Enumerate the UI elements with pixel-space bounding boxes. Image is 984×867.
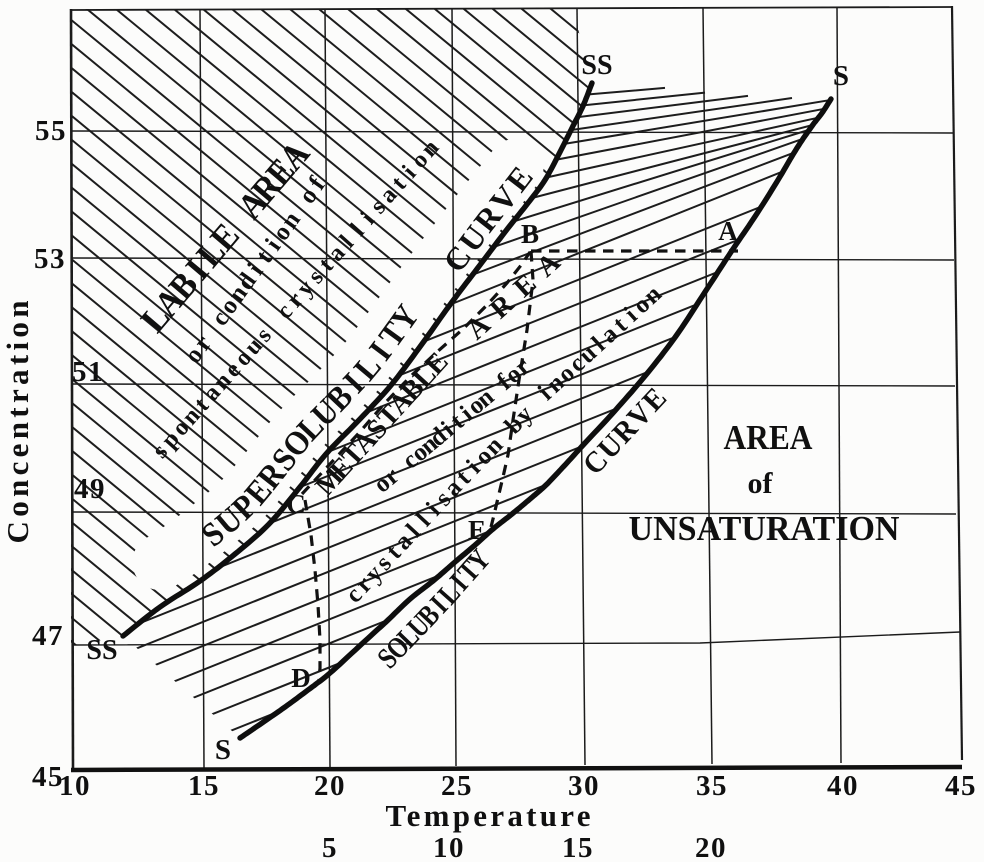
- svg-text:5: 5: [322, 832, 338, 862]
- svg-text:D: D: [291, 663, 311, 693]
- svg-text:30: 30: [568, 770, 600, 802]
- svg-text:C: C: [286, 489, 306, 519]
- svg-text:55: 55: [35, 115, 67, 147]
- svg-text:S: S: [833, 60, 849, 92]
- svg-text:51: 51: [72, 356, 104, 388]
- svg-text:AREA: AREA: [724, 418, 814, 457]
- svg-text:15: 15: [188, 770, 220, 802]
- svg-text:15: 15: [562, 832, 594, 862]
- svg-text:47: 47: [32, 620, 64, 652]
- svg-text:10: 10: [433, 832, 465, 862]
- svg-text:40: 40: [827, 770, 859, 802]
- svg-text:35: 35: [696, 770, 728, 802]
- svg-text:53: 53: [34, 243, 66, 275]
- svg-text:49: 49: [74, 473, 106, 505]
- svg-text:20: 20: [314, 770, 346, 802]
- svg-text:SS: SS: [581, 50, 612, 81]
- svg-text:25: 25: [441, 770, 473, 802]
- svg-text:E: E: [468, 515, 486, 545]
- svg-text:45: 45: [32, 761, 64, 793]
- svg-text:45: 45: [945, 770, 977, 802]
- svg-text:UNSATURATION: UNSATURATION: [629, 509, 900, 548]
- svg-text:A: A: [718, 216, 738, 246]
- svg-text:10: 10: [59, 770, 91, 802]
- svg-text:B: B: [521, 219, 539, 249]
- svg-text:SS: SS: [86, 635, 117, 666]
- svg-text:20: 20: [695, 832, 727, 862]
- svg-text:of: of: [748, 467, 774, 500]
- svg-text:S: S: [215, 734, 231, 766]
